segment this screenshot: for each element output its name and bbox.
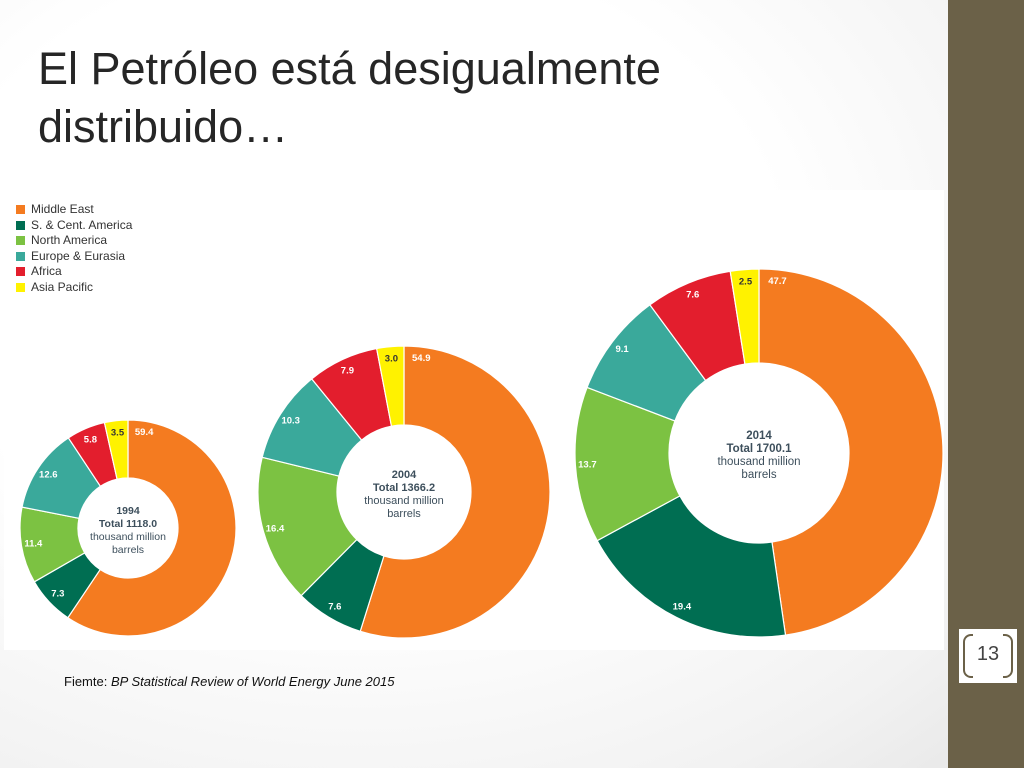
slice-middle-east <box>67 419 237 637</box>
center-total-label: Total 1366.2 <box>373 482 435 494</box>
center-unit-line1: thousand million <box>717 456 800 468</box>
slice-value-label: 11.4 <box>24 539 43 550</box>
slice-value-label: 7.3 <box>51 589 64 600</box>
slice-value-label: 9.1 <box>615 344 629 355</box>
legend-swatch <box>16 267 25 276</box>
slice-value-label: 16.4 <box>266 523 285 534</box>
bracket-left-icon <box>963 634 973 678</box>
slice-value-label: 7.6 <box>328 602 341 613</box>
slice-middle-east <box>758 268 944 636</box>
center-year: 2004 <box>392 469 417 481</box>
slice-s-cent-america <box>596 495 787 638</box>
slice-value-label: 7.6 <box>686 289 699 300</box>
slice-value-label: 3.0 <box>385 354 398 365</box>
slice-value-label: 2.5 <box>739 277 753 288</box>
center-unit-line1: thousand million <box>364 495 444 507</box>
legend-swatch <box>16 282 25 292</box>
bracket-right-icon <box>1003 634 1013 678</box>
chart-panel: 59.4 7.3 11.4 12.6 5.8 3.5 1994 Total 1118.0 tho… <box>4 190 944 650</box>
center-unit-line2: barrels <box>387 508 421 520</box>
slice-middle-east <box>359 345 551 639</box>
slice-value-label: 10.3 <box>281 415 300 426</box>
center-unit-line2: barrels <box>112 544 144 556</box>
slice-value-label: 7.9 <box>341 366 354 377</box>
source-caption: Fiemte: BP Statistical Review of World E… <box>64 674 394 689</box>
legend-label: S. & Cent. America <box>31 217 133 232</box>
slice-value-label: 5.8 <box>84 435 97 446</box>
legend-item: S. & Cent. America <box>16 218 132 234</box>
slice-asia-pacific <box>729 268 760 365</box>
chart-legend: Middle East S. & Cent. America North Ameri… <box>16 202 132 295</box>
center-unit-line2: barrels <box>741 469 776 481</box>
center-year: 2014 <box>746 430 772 442</box>
slice-value-label: 12.6 <box>39 470 58 481</box>
slice-value-label: 47.7 <box>768 276 787 287</box>
slice-value-label: 19.4 <box>673 602 692 613</box>
slice-value-label: 59.4 <box>135 427 154 438</box>
legend-item: North America <box>16 233 132 249</box>
center-total-label: Total 1118.0 <box>99 518 157 530</box>
legend-swatch <box>16 236 25 245</box>
slide-title: El Petróleo está desigualmente distribui… <box>38 43 661 152</box>
legend-swatch <box>16 251 25 261</box>
slice-value-label: 13.7 <box>578 459 597 470</box>
center-year: 1994 <box>116 505 140 517</box>
legend-swatch <box>16 205 25 214</box>
legend-item: Middle East <box>16 202 132 218</box>
legend-swatch <box>16 220 25 230</box>
slice-value-label: 54.9 <box>412 353 431 364</box>
legend-item: Africa <box>16 264 132 280</box>
slice-asia-pacific <box>375 345 405 427</box>
legend-label: North America <box>31 233 108 247</box>
legend-label: Asia Pacific <box>31 279 94 294</box>
center-unit-line1: thousand million <box>90 531 166 543</box>
legend-label: Middle East <box>31 202 94 216</box>
slice-asia-pacific <box>103 419 129 480</box>
source-prefix: Fiemte: <box>64 674 111 689</box>
legend-label: Africa <box>31 264 62 278</box>
slice-north-america <box>574 386 681 542</box>
legend-item: Asia Pacific <box>16 280 132 296</box>
legend-item: Europe & Eurasia <box>16 249 132 265</box>
page-number-badge: 13 <box>958 628 1018 684</box>
legend-label: Europe & Eurasia <box>31 248 126 263</box>
page-number: 13 <box>976 643 1000 665</box>
slice-value-label: 3.5 <box>111 428 125 439</box>
source-name: BP Statistical Review of World Energy Ju… <box>110 674 395 689</box>
center-total-label: Total 1700.1 <box>727 443 793 455</box>
